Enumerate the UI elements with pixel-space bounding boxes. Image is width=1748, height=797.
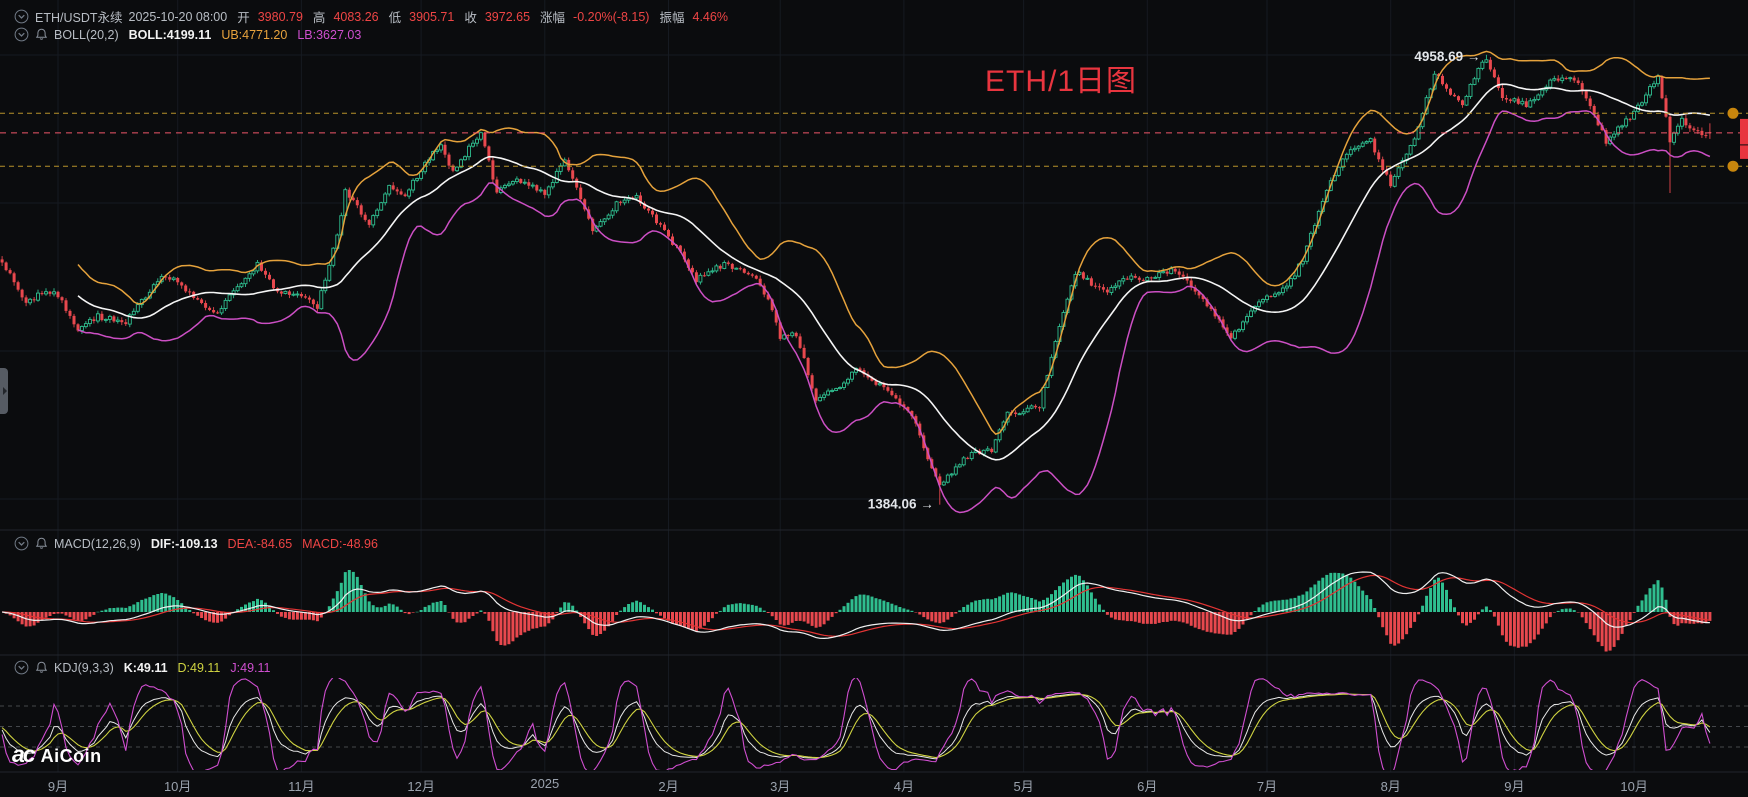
boll-ub-value: UB:4771.20 <box>221 27 288 42</box>
open-label: 开 <box>237 11 250 25</box>
axis-month-label: 2月 <box>658 779 679 794</box>
macd-dif-value: DIF:-109.13 <box>150 536 218 551</box>
symbol-name[interactable]: ETH/USDT永续 <box>35 11 123 25</box>
alert-bell-icon[interactable] <box>35 537 48 550</box>
aicoin-logo: ac AiCoin <box>12 741 102 768</box>
axis-month-label: 3月 <box>770 779 791 794</box>
close-value: 3972.65 <box>484 9 531 24</box>
axis-month-label: 11月 <box>288 779 315 794</box>
change-label: 涨幅 <box>540 11 566 25</box>
low-label: 低 <box>388 11 402 25</box>
triangle-icon <box>3 387 7 395</box>
alert-bell-icon[interactable] <box>35 28 48 41</box>
kdj-d-value: D:49.11 <box>177 660 221 675</box>
axis-month-label: 6月 <box>1137 779 1158 794</box>
axis-month-label: 8月 <box>1380 779 1401 794</box>
change-value: -0.20%(-8.15) <box>573 9 650 24</box>
amplitude-value: 4.46% <box>692 9 728 24</box>
amplitude-label: 振幅 <box>659 11 685 25</box>
alert-bell-dot[interactable] <box>1727 160 1739 172</box>
boll-name[interactable]: BOLL(20,2) <box>54 27 119 42</box>
chart-watermark: ETH/1日图 <box>985 65 1138 98</box>
axis-month-label: 10月 <box>1620 779 1648 794</box>
alert-bell-dot[interactable] <box>1727 107 1739 119</box>
collapse-chevron-icon[interactable] <box>14 660 29 675</box>
axis-month-label: 5月 <box>1013 779 1034 794</box>
boll-indicator-bar: BOLL(20,2) BOLL:4199.11 UB:4771.20 LB:36… <box>14 27 361 42</box>
axis-month-label: 4月 <box>893 779 915 794</box>
logo-mark: ac <box>12 741 36 767</box>
macd-dea-value: DEA:-84.65 <box>227 536 293 551</box>
close-label: 收 <box>464 11 477 25</box>
candle-datetime: 2025-10-20 08:00 <box>128 9 228 24</box>
current-price-tag <box>1740 118 1748 159</box>
boll-mid-value: BOLL:4199.11 <box>128 27 212 42</box>
collapse-chevron-icon[interactable] <box>14 536 29 551</box>
axis-month-label: 7月 <box>1256 779 1278 794</box>
boll-lb-value: LB:3627.03 <box>297 27 362 42</box>
axis-month-label: 12月 <box>407 779 435 794</box>
axis-month-label: 9月 <box>1504 779 1525 794</box>
alert-bell-icon[interactable] <box>35 661 48 674</box>
time-axis[interactable]: 9月 10月 11月 12月 2025 2月 3月 4月 5月 6月 7月 8月 9月 10月 <box>0 773 1748 797</box>
axis-month-label: 9月 <box>47 779 69 794</box>
kdj-indicator-bar: KDJ(9,3,3) K:49.11 D:49.11 J:49.11 <box>14 660 270 675</box>
collapse-chevron-icon[interactable] <box>14 9 29 24</box>
kdj-name[interactable]: KDJ(9,3,3) <box>54 660 114 675</box>
macd-name[interactable]: MACD(12,26,9) <box>54 536 141 551</box>
kdj-k-value: K:49.11 <box>123 660 168 675</box>
symbol-info-bar: ETH/USDT永续 2025-10-20 08:00 开 3980.79 高 … <box>14 7 728 26</box>
kdj-j-value: J:49.11 <box>230 660 271 675</box>
axis-month-label: 2025 <box>530 776 560 791</box>
low-annotation: 1384.06 → <box>868 497 934 512</box>
ath-annotation: 4958.69 → <box>1414 49 1480 64</box>
collapse-chevron-icon[interactable] <box>14 27 29 42</box>
logo-name: AiCoin <box>40 746 102 766</box>
open-value: 3980.79 <box>257 9 303 24</box>
high-value: 4083.26 <box>333 9 379 24</box>
high-label: 高 <box>312 11 326 25</box>
axis-month-label: 10月 <box>163 779 192 794</box>
low-value: 3905.71 <box>409 9 455 24</box>
panel-expand-handle[interactable] <box>0 368 8 414</box>
macd-hist-value: MACD:-48.96 <box>302 536 378 551</box>
macd-indicator-bar: MACD(12,26,9) DIF:-109.13 DEA:-84.65 MAC… <box>14 536 378 551</box>
